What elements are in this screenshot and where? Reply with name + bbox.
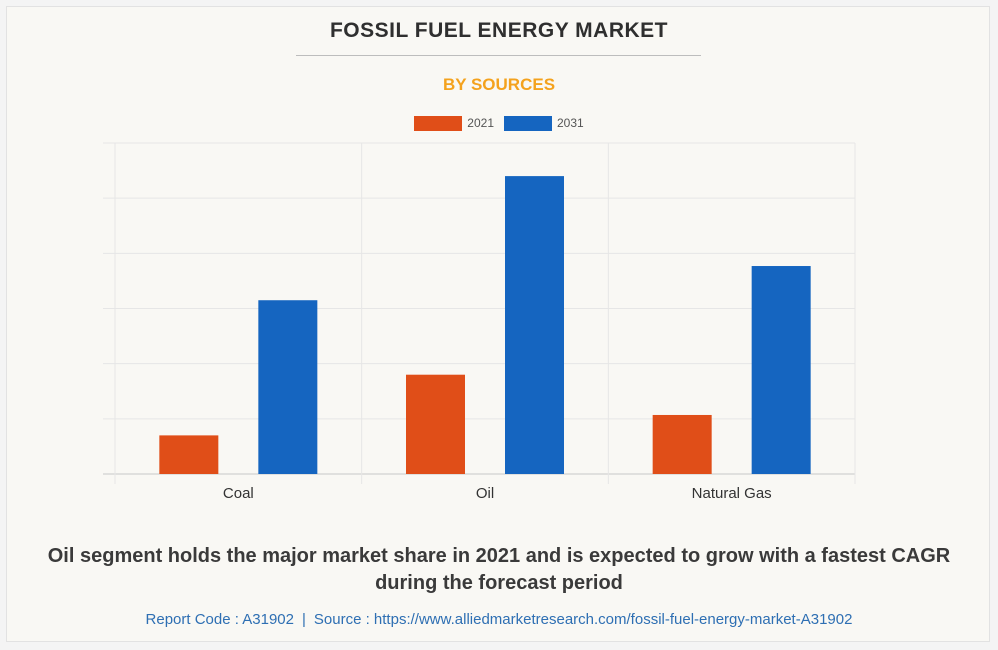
bar-2031-oil[interactable] <box>505 176 564 474</box>
bar-2021-coal[interactable] <box>159 435 219 474</box>
source-link[interactable]: Source : https://www.alliedmarketresearc… <box>313 611 853 628</box>
x-tick-label: Coal <box>223 485 254 502</box>
chart-title: FOSSIL FUEL ENERGY MARKET <box>329 19 669 42</box>
legend-item-2031[interactable]: 2031 <box>504 115 584 131</box>
footer: Report Code : A31902 | Source : https://ww… <box>0 611 998 628</box>
report-code: Report Code : A31902 <box>145 611 294 628</box>
bar-2031-coal[interactable] <box>258 300 318 474</box>
x-tick-label: Natural Gas <box>692 485 772 502</box>
legend-label-2021: 2021 <box>467 116 494 130</box>
bar-2031-natural-gas[interactable] <box>751 266 811 474</box>
legend-swatch-2031 <box>504 115 552 131</box>
x-tick-label: Oil <box>476 485 494 502</box>
bar-2021-oil[interactable] <box>406 374 465 474</box>
chart-subtitle: BY SOURCES <box>442 75 556 94</box>
chart-caption: Oil segment holds the major market share… <box>47 545 951 594</box>
title-divider <box>296 55 701 56</box>
chart-card <box>6 6 990 642</box>
legend-label-2031: 2031 <box>557 116 584 130</box>
legend-item-2021[interactable]: 2021 <box>414 115 494 131</box>
bar-2021-natural-gas[interactable] <box>652 414 712 474</box>
legend: 2021 2031 <box>0 115 998 131</box>
footer-separator: | <box>301 611 306 628</box>
legend-swatch-2021 <box>414 115 463 131</box>
